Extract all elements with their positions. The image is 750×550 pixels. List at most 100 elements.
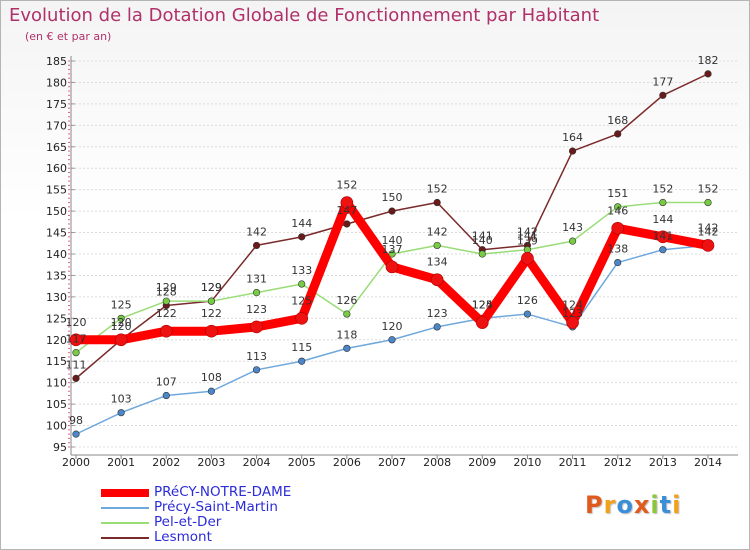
data-label: 140: [472, 234, 493, 247]
data-label: 124: [472, 299, 493, 312]
legend-label: Précy-Saint-Martin: [154, 499, 278, 515]
data-point: [343, 220, 351, 228]
logo-letter: o: [616, 491, 634, 519]
y-tick-label: 140: [46, 248, 67, 261]
data-label: 126: [336, 294, 357, 307]
data-point: [614, 203, 622, 211]
data-point: [388, 207, 396, 215]
axes: 9510010511011512012513013514014515015516…: [46, 55, 738, 469]
y-tick-label: 120: [46, 334, 67, 347]
data-point: [162, 391, 170, 400]
chart-subtitle: (en € et par an): [25, 30, 112, 43]
data-label: 125: [472, 298, 493, 311]
x-tick-label: 2013: [649, 456, 677, 469]
data-label: 147: [336, 204, 357, 217]
data-label: 139: [517, 234, 538, 247]
data-point: [298, 357, 306, 365]
data-point: [478, 250, 486, 258]
data-label: 123: [562, 307, 583, 320]
logo-letter: r: [603, 491, 617, 519]
data-point: [614, 130, 622, 138]
data-label: 152: [336, 179, 357, 192]
chart-title: Evolution de la Dotation Globale de Fonc…: [9, 5, 600, 26]
y-tick-label: 185: [46, 55, 67, 68]
data-point: [433, 198, 441, 207]
data-label: 142: [246, 225, 267, 238]
logo-letter: x: [633, 491, 651, 519]
data-label: 164: [562, 131, 583, 144]
data-point: [295, 312, 309, 325]
x-tick-label: 2011: [559, 456, 587, 469]
data-point: [521, 251, 534, 265]
data-label: 152: [427, 183, 448, 196]
data-point: [433, 323, 441, 331]
logo-letter: P: [585, 491, 604, 519]
x-tick-label: 2007: [378, 456, 406, 469]
x-tick-label: 2010: [513, 456, 541, 469]
y-tick-label: 145: [46, 227, 67, 240]
data-label: 111: [66, 358, 87, 371]
data-point: [430, 273, 444, 287]
data-label: 150: [382, 191, 403, 204]
data-point: [207, 387, 216, 395]
data-point: [72, 349, 80, 357]
data-label: 122: [156, 307, 177, 320]
legend-label: PRéCY-NOTRE-DAME: [154, 484, 292, 500]
data-label: 168: [607, 114, 628, 127]
data-label: 115: [291, 341, 312, 354]
data-point: [72, 374, 80, 382]
data-point: [205, 324, 218, 338]
data-label: 152: [698, 183, 719, 196]
data-label: 140: [382, 234, 403, 247]
legend-item: PRéCY-NOTRE-DAME: [101, 485, 291, 500]
data-point: [298, 280, 306, 288]
data-point: [704, 70, 712, 78]
data-label: 128: [156, 285, 177, 298]
legend-item: Précy-Saint-Martin: [101, 500, 291, 515]
y-tick-label: 155: [46, 184, 67, 197]
data-label: 142: [427, 225, 448, 238]
x-tick-label: 2005: [288, 456, 316, 469]
y-tick-label: 110: [46, 377, 67, 390]
proxiti-logo: Proxiti: [585, 491, 681, 519]
data-point: [566, 316, 579, 329]
data-point: [388, 336, 396, 344]
data-label: 120: [111, 316, 132, 329]
legend-item: Lesmont: [101, 530, 291, 545]
data-label: 118: [336, 328, 357, 341]
data-label: 141: [652, 230, 673, 243]
data-point: [114, 333, 128, 347]
data-point: [388, 250, 396, 258]
data-label: 120: [111, 320, 132, 333]
data-label: 142: [698, 225, 719, 238]
y-tick-label: 160: [46, 162, 67, 175]
data-label: 134: [427, 256, 448, 269]
y-tick-label: 180: [46, 76, 67, 89]
data-point: [568, 237, 577, 245]
x-tick-label: 2012: [604, 456, 632, 469]
data-label: 108: [201, 371, 222, 384]
data-label: 103: [111, 393, 132, 406]
data-label: 143: [562, 221, 583, 234]
data-label: 123: [427, 307, 448, 320]
data-label: 123: [246, 303, 267, 316]
data-label: 137: [382, 243, 403, 256]
data-point: [611, 221, 625, 235]
y-tick-label: 130: [46, 291, 67, 304]
data-point: [659, 91, 667, 99]
data-label: 129: [201, 281, 222, 294]
legend-label: Lesmont: [154, 529, 212, 545]
legend-item: Pel-et-Der: [101, 515, 291, 530]
data-label: 131: [246, 273, 267, 286]
data-label: 152: [652, 183, 673, 196]
data-point: [117, 314, 125, 322]
data-label: 122: [201, 307, 222, 320]
data-label: 144: [652, 213, 673, 226]
y-tick-label: 170: [46, 119, 67, 132]
logo-letter: t: [659, 491, 673, 519]
data-label: 141: [517, 230, 538, 243]
x-tick-label: 2003: [197, 456, 225, 469]
x-tick-label: 2002: [152, 456, 180, 469]
data-label: 124: [562, 299, 583, 312]
